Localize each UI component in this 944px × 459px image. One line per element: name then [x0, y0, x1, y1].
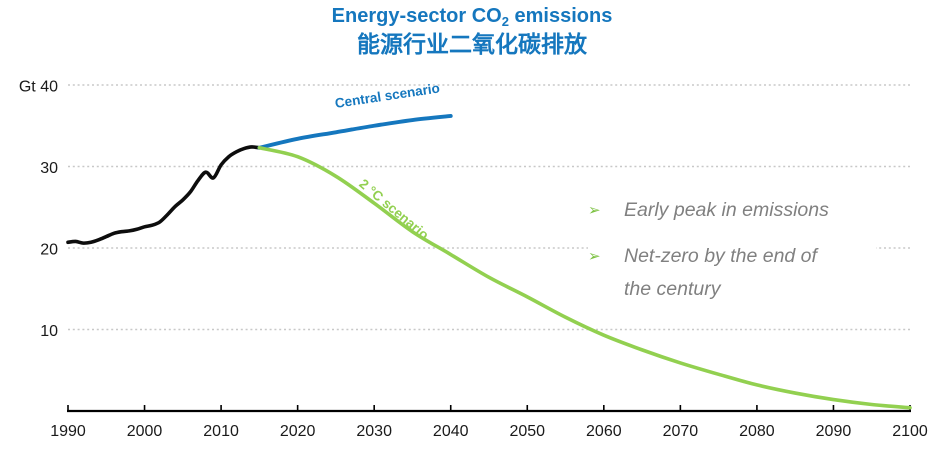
series-two-degree-scenario-line [257, 145, 912, 410]
bullet-text: Net-zero by the end of the century [624, 245, 817, 300]
bullet-text: Early peak in emissions [624, 199, 829, 221]
y-tick-label-10: 10 [40, 323, 58, 340]
x-tick-label-2100: 2100 [892, 423, 928, 440]
x-tick-label-2040: 2040 [433, 423, 469, 440]
chart-title-text: Energy-sector CO [331, 5, 502, 27]
chart-title: Energy-sector CO2 emissions [0, 4, 944, 30]
chart-title-chinese: 能源行业二氧化碳排放 [357, 31, 587, 57]
x-tick-label-2050: 2050 [509, 423, 545, 440]
x-tick-label-1990: 1990 [50, 423, 86, 440]
chart-title-text-end: emissions [508, 5, 613, 27]
y-tick-label-40: Gt 40 [19, 79, 58, 96]
x-tick-label-2030: 2030 [356, 423, 392, 440]
y-tick-label-20: 20 [40, 242, 58, 259]
x-tick-label-2070: 2070 [663, 423, 699, 440]
arrow-bullet-icon: ➢ [588, 202, 601, 219]
chart-title-subscript: 2 [501, 14, 509, 29]
x-tick-label-2000: 2000 [127, 423, 163, 440]
x-tick-label-2060: 2060 [586, 423, 622, 440]
series-historical-line [66, 145, 262, 245]
title-block: Energy-sector CO2 emissions 能源行业二氧化碳排放 [0, 4, 944, 58]
key-points-list: ➢ Early peak in emissions ➢ Net-zero by … [588, 194, 876, 306]
bullet-item-net-zero: ➢ Net-zero by the end of the century [588, 240, 876, 306]
y-tick-label-30: 30 [40, 160, 58, 177]
x-tick-label-2020: 2020 [280, 423, 316, 440]
series-central-scenario-line [257, 114, 453, 150]
x-tick-label-2010: 2010 [203, 423, 239, 440]
x-tick-label-2080: 2080 [739, 423, 775, 440]
arrow-bullet-icon: ➢ [588, 248, 601, 265]
bullet-item-early-peak: ➢ Early peak in emissions [588, 194, 876, 227]
x-tick-label-2090: 2090 [816, 423, 852, 440]
